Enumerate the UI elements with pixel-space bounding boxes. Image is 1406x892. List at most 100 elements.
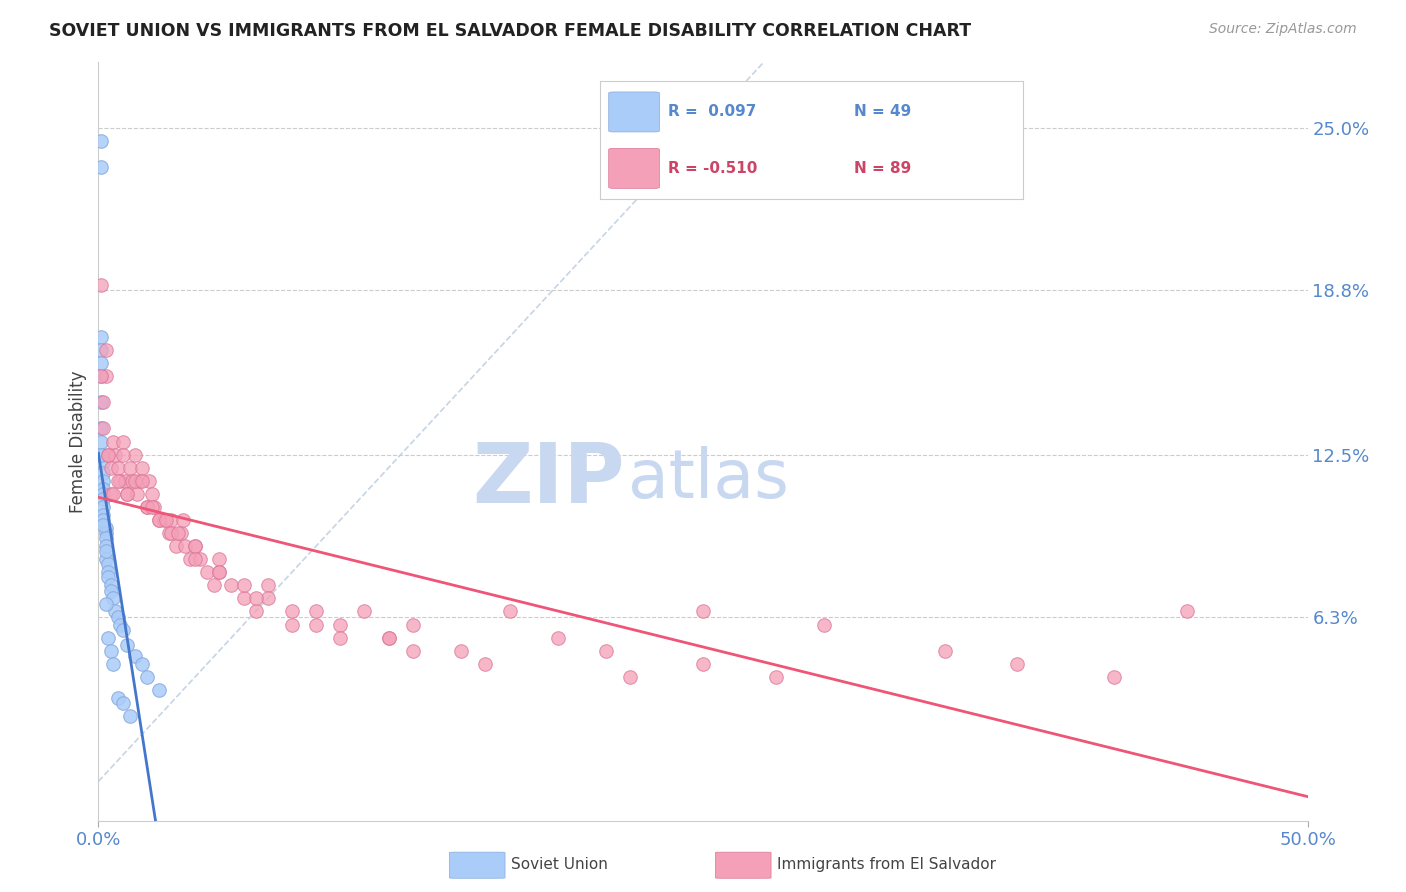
Point — [100, 487, 122, 501]
Point — [117, 487, 139, 501]
Point — [148, 682, 170, 697]
Point — [91, 474, 114, 488]
Point — [128, 474, 150, 488]
Point — [91, 508, 114, 522]
Point — [155, 513, 177, 527]
Point — [148, 513, 170, 527]
Point — [94, 552, 117, 566]
Point — [195, 566, 218, 580]
Point — [91, 500, 114, 514]
Point — [94, 531, 117, 545]
Point — [94, 597, 117, 611]
Point — [97, 558, 120, 572]
Point — [377, 631, 399, 645]
Text: ZIP: ZIP — [472, 439, 624, 520]
Point — [94, 521, 117, 535]
Point — [595, 643, 617, 657]
Point — [91, 395, 114, 409]
Text: Soviet Union: Soviet Union — [512, 857, 609, 871]
Point — [377, 631, 399, 645]
FancyBboxPatch shape — [450, 852, 505, 879]
Point — [101, 657, 124, 671]
Point — [232, 591, 254, 606]
Point — [208, 566, 231, 580]
Point — [127, 487, 149, 501]
Point — [100, 643, 122, 657]
Point — [91, 518, 114, 533]
Point — [305, 617, 328, 632]
Y-axis label: Female Disability: Female Disability — [69, 370, 87, 513]
Point — [111, 434, 134, 449]
Point — [111, 448, 134, 462]
Point — [165, 539, 187, 553]
Point — [121, 474, 143, 488]
Point — [107, 609, 129, 624]
Point — [172, 513, 194, 527]
Point — [174, 539, 197, 553]
Text: atlas: atlas — [628, 447, 789, 512]
Point — [90, 448, 112, 462]
Point — [104, 448, 127, 462]
Point — [97, 570, 120, 584]
Point — [90, 160, 112, 174]
Point — [1007, 657, 1029, 671]
Point — [138, 474, 160, 488]
Point — [108, 617, 131, 632]
Point — [117, 487, 139, 501]
Point — [107, 690, 129, 705]
Point — [450, 643, 472, 657]
Point — [94, 343, 117, 357]
Point — [305, 605, 328, 619]
Point — [245, 591, 267, 606]
Point — [90, 356, 112, 370]
Point — [97, 448, 120, 462]
Point — [143, 500, 166, 514]
Point — [160, 513, 183, 527]
Point — [184, 539, 207, 553]
Point — [765, 670, 787, 684]
Point — [91, 448, 114, 462]
Point — [91, 455, 114, 469]
Point — [124, 648, 146, 663]
Point — [184, 539, 207, 553]
Point — [329, 617, 352, 632]
Point — [90, 369, 112, 384]
Point — [179, 552, 201, 566]
FancyBboxPatch shape — [716, 852, 770, 879]
Point — [90, 421, 112, 435]
Point — [90, 343, 112, 357]
Point — [124, 474, 146, 488]
Point — [97, 448, 120, 462]
Point — [107, 460, 129, 475]
Point — [90, 277, 112, 292]
Point — [692, 605, 714, 619]
Point — [91, 491, 114, 506]
Point — [232, 578, 254, 592]
Point — [97, 566, 120, 580]
Point — [402, 617, 425, 632]
Point — [256, 591, 278, 606]
Point — [135, 500, 157, 514]
Point — [91, 487, 114, 501]
Point — [91, 421, 114, 435]
Point — [117, 639, 139, 653]
Point — [111, 696, 134, 710]
Point — [91, 482, 114, 496]
Point — [131, 460, 153, 475]
Point — [208, 552, 231, 566]
Point — [204, 578, 226, 592]
Point — [813, 617, 835, 632]
Point — [90, 330, 112, 344]
Point — [135, 670, 157, 684]
Point — [118, 709, 141, 723]
Point — [1175, 605, 1198, 619]
Point — [91, 466, 114, 480]
Point — [135, 500, 157, 514]
Point — [353, 605, 375, 619]
Point — [245, 605, 267, 619]
Point — [131, 474, 153, 488]
Point — [148, 513, 170, 527]
Point — [114, 474, 136, 488]
Text: Source: ZipAtlas.com: Source: ZipAtlas.com — [1209, 22, 1357, 37]
Point — [208, 566, 231, 580]
